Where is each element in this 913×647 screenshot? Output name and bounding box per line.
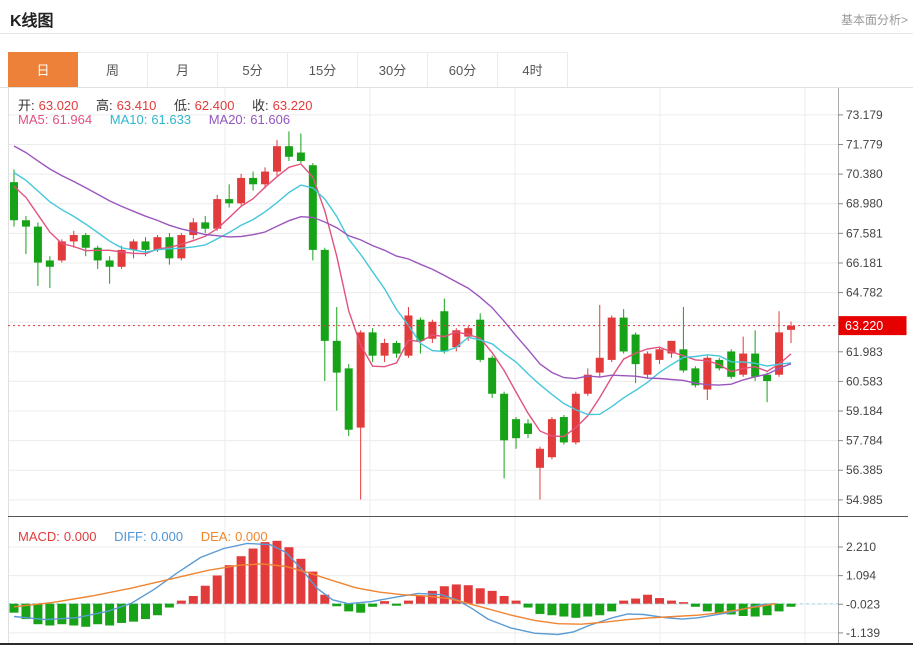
macd-label: MACD: <box>18 529 60 544</box>
low-label: 低: <box>174 98 191 113</box>
svg-text:64.782: 64.782 <box>846 286 883 300</box>
diff_line <box>13 542 776 636</box>
svg-text:-0.023: -0.023 <box>846 597 880 611</box>
svg-text:57.784: 57.784 <box>846 434 883 448</box>
macd-value: 0.000 <box>63 529 97 544</box>
high-value: 63.410 <box>116 98 157 113</box>
close-value: 63.220 <box>272 98 313 113</box>
kline-chart-canvas[interactable]: 73.179 71.779 70.380 68.980 67.581 66.181 64.7… <box>8 88 908 645</box>
ma10-label: MA10: <box>109 112 148 127</box>
ma-legend: MA5: 61.964 MA10: 61.633 MA20: 61.606 <box>18 112 294 127</box>
dea-value: 0.000 <box>235 529 268 544</box>
svg-text:63.220: 63.220 <box>845 319 883 333</box>
svg-text:71.779: 71.779 <box>846 138 883 152</box>
page-title: K线图 <box>10 13 54 30</box>
tab-60分[interactable]: 60分 <box>428 52 498 88</box>
diff-value: 0.000 <box>150 529 184 544</box>
diff-label: DIFF: <box>114 529 147 544</box>
svg-text:61.983: 61.983 <box>846 345 883 359</box>
ma10-line <box>13 172 792 416</box>
svg-text:66.181: 66.181 <box>846 256 883 270</box>
svg-text:54.985: 54.985 <box>846 493 883 507</box>
ma5-label: MA5: <box>18 112 49 127</box>
svg-text:68.980: 68.980 <box>846 197 883 211</box>
svg-text:60.583: 60.583 <box>846 374 883 388</box>
ma5-value: 61.964 <box>52 112 93 127</box>
tab-周[interactable]: 周 <box>78 52 148 88</box>
tab-4时[interactable]: 4时 <box>498 52 568 88</box>
tab-15分[interactable]: 15分 <box>288 52 358 88</box>
ma20-label: MA20: <box>208 112 247 127</box>
fundamental-analysis-link[interactable]: 基本面分析> <box>840 13 908 27</box>
low-value: 62.400 <box>194 98 235 113</box>
tab-日[interactable]: 日 <box>8 52 78 88</box>
ohlc-legend: 开: 63.020 高: 63.410 低: 62.400 收: 63.220 <box>18 95 316 114</box>
macd-legend: MACD: 0.000 DIFF: 0.000 DEA: 0.000 <box>18 529 272 544</box>
high-label: 高: <box>96 98 113 113</box>
tab-5分[interactable]: 5分 <box>218 52 288 88</box>
ma20-value: 61.606 <box>250 112 291 127</box>
ma5-line <box>13 163 792 438</box>
svg-text:73.179: 73.179 <box>846 108 883 122</box>
svg-text:56.385: 56.385 <box>846 463 883 477</box>
ma10-value: 61.633 <box>151 112 192 127</box>
gridlines <box>8 88 838 643</box>
header-divider <box>0 33 913 34</box>
dea_line <box>13 563 776 625</box>
ma20-line <box>13 145 792 386</box>
svg-text:70.380: 70.380 <box>846 167 883 181</box>
open-label: 开: <box>18 98 35 113</box>
svg-text:1.094: 1.094 <box>846 569 876 583</box>
svg-text:-1.139: -1.139 <box>846 626 880 640</box>
tab-月[interactable]: 月 <box>148 52 218 88</box>
macd-panel <box>8 540 838 636</box>
svg-text:67.581: 67.581 <box>846 226 883 240</box>
close-label: 收: <box>252 98 269 113</box>
dea-label: DEA: <box>200 529 232 544</box>
open-value: 63.020 <box>38 98 79 113</box>
svg-text:59.184: 59.184 <box>846 404 883 418</box>
interval-tabbar: 日周月 5分 15分 30分 60分 4时 <box>8 52 568 88</box>
svg-text:2.210: 2.210 <box>846 540 876 554</box>
tabbar-bottom-border <box>0 87 913 88</box>
price-axis: 73.179 71.779 70.380 68.980 67.581 66.181 64.7… <box>838 88 907 643</box>
main-panel <box>8 131 838 500</box>
current-price-badge: 63.220 <box>838 316 907 336</box>
tab-30分[interactable]: 30分 <box>358 52 428 88</box>
